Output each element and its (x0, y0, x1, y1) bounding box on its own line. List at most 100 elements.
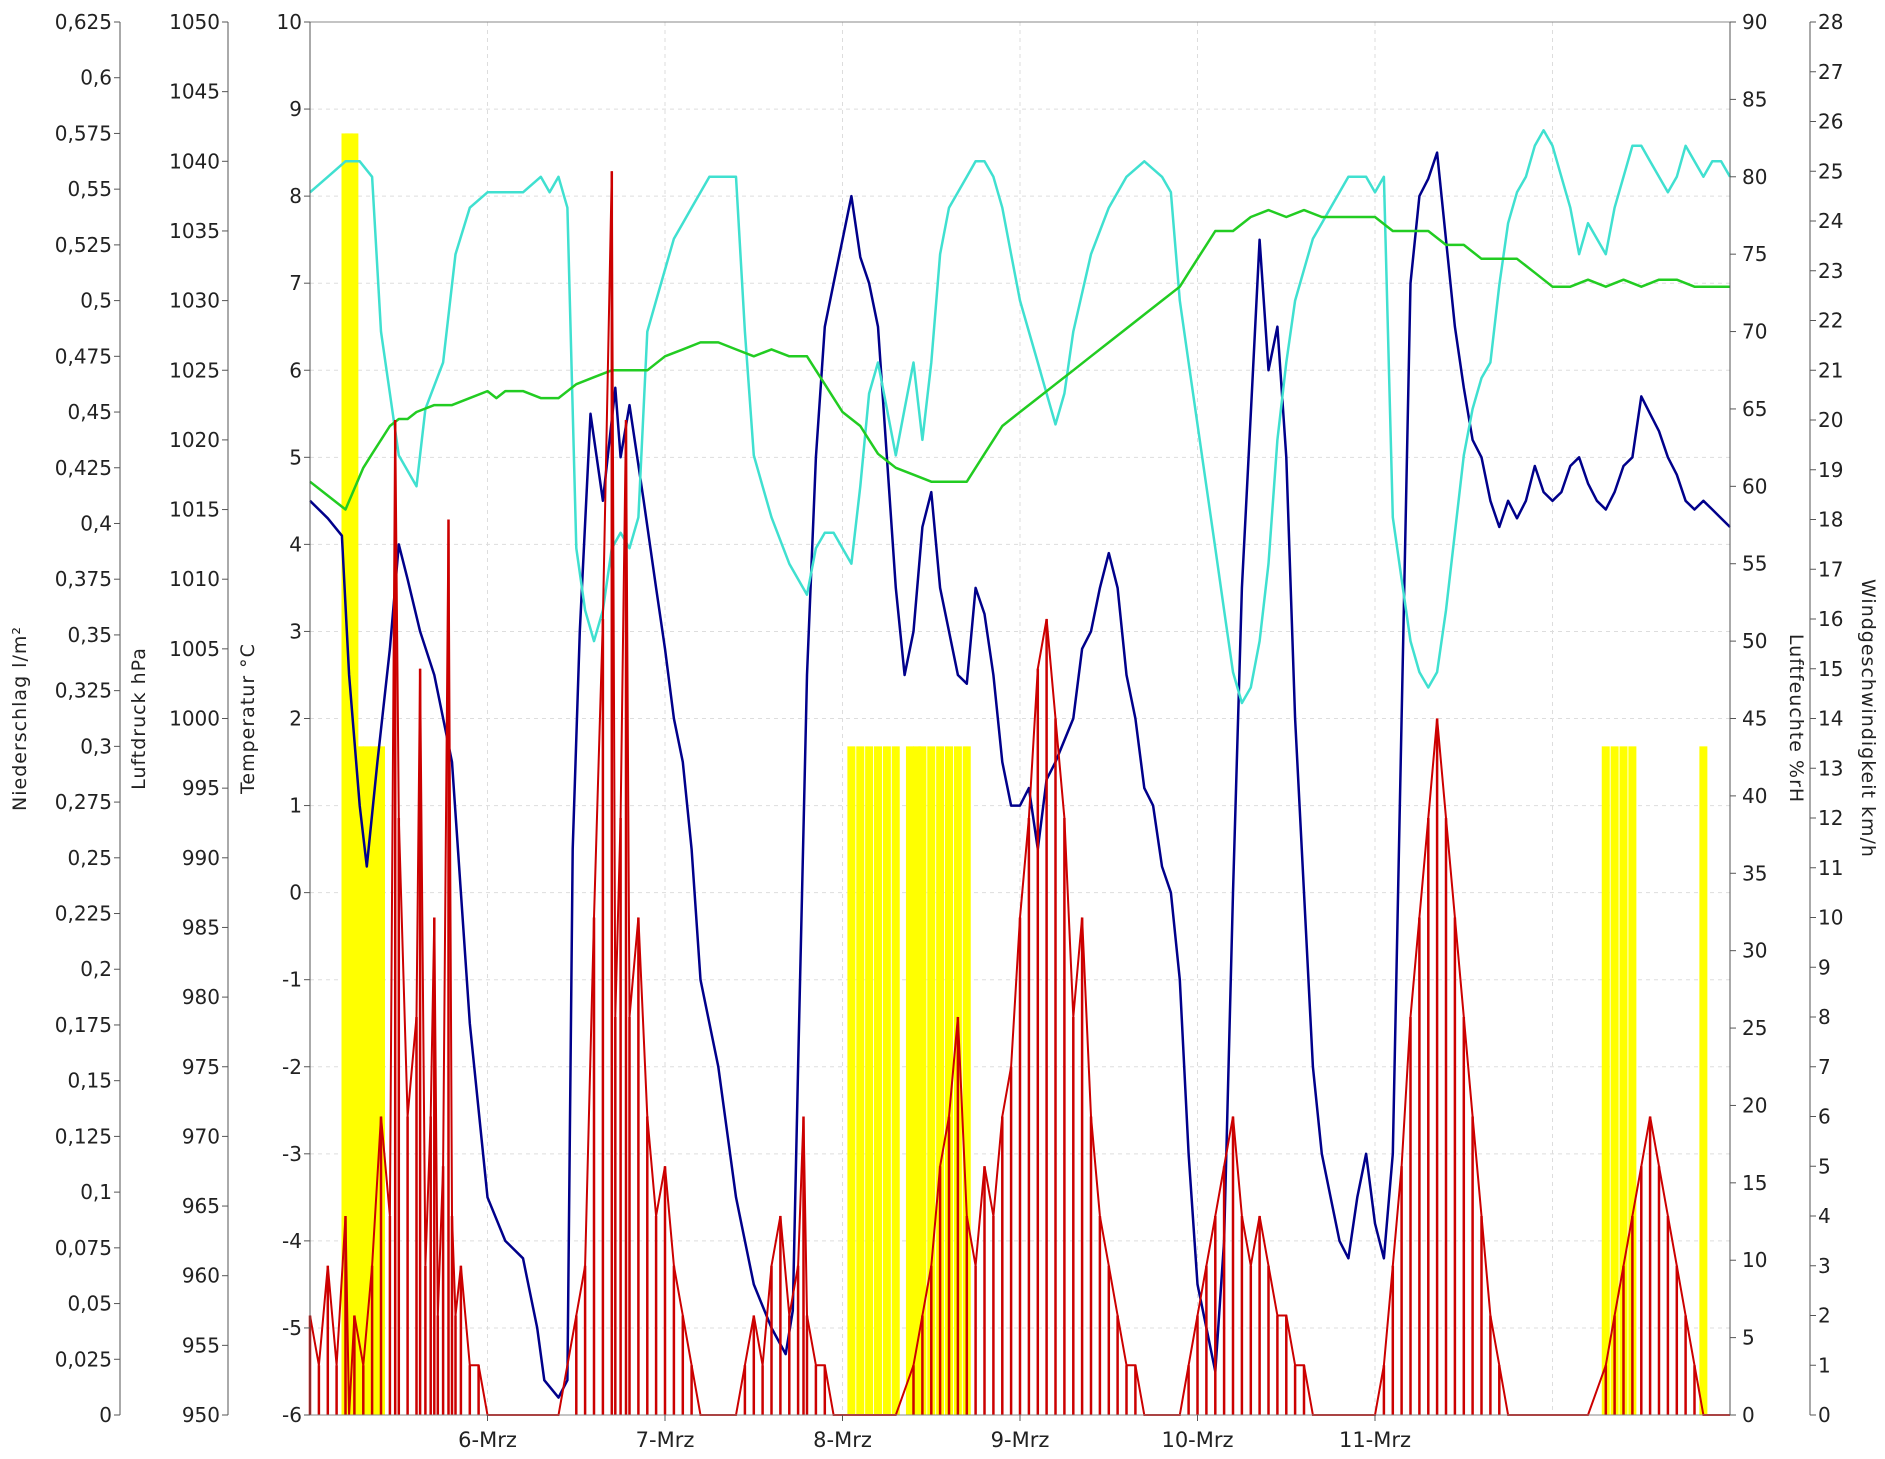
precip-bar (1699, 746, 1708, 1415)
precip-axis-tick-label: 0,025 (55, 1347, 112, 1371)
humidity-axis-tick-label: 45 (1742, 707, 1767, 731)
temp-axis-tick-label: -1 (282, 968, 302, 992)
pressure-line (309, 208, 1730, 511)
pressure-axis-tick-label: 1025 (169, 358, 220, 382)
grid-lines (310, 22, 1730, 1415)
precip-bar (865, 746, 874, 1415)
humidity-axis-tick-label: 75 (1742, 242, 1767, 266)
wind-axis-tick-label: 18 (1818, 508, 1843, 532)
precip-bar (927, 746, 936, 1415)
temp-axis-tick-label: 4 (289, 532, 302, 556)
temp-axis-tick-label: -4 (282, 1229, 302, 1253)
x-tick-label: 9-Mrz (991, 1428, 1050, 1452)
humidity-axis-tick-label: 10 (1742, 1248, 1767, 1272)
wind-axis-tick-label: 16 (1818, 607, 1843, 631)
precip-bar (945, 746, 953, 1415)
pressure-axis-tick-label: 1015 (169, 498, 220, 522)
pressure-axis-tick-label: 990 (182, 846, 220, 870)
temp-axis-tick-label: 2 (289, 707, 302, 731)
precip-axis-tick-label: 0,225 (55, 902, 112, 926)
precip-bar (350, 133, 359, 1416)
pressure-axis-tick-label: 1045 (169, 80, 220, 104)
humidity-axis-tick-label: 30 (1742, 939, 1767, 963)
temp-axis-tick-label: 3 (289, 619, 302, 643)
precip-bar (1610, 746, 1619, 1415)
precip-axis-tick-label: 0,1 (80, 1180, 112, 1204)
x-tick-label: 10-Mrz (1161, 1428, 1233, 1452)
pressure-axis-tick-label: 1040 (169, 149, 220, 173)
humidity-axis-tick-label: 85 (1742, 87, 1767, 111)
pressure-axis-tick-label: 1020 (169, 428, 220, 452)
pressure-axis-tick-label: 960 (182, 1264, 220, 1288)
wind-axis-tick-label: 22 (1818, 309, 1843, 333)
humidity-axis-title: Luftfeuchte %rH (1785, 634, 1807, 803)
wind-axis-tick-label: 8 (1818, 1005, 1831, 1029)
axes-layer: 0 0,025 0,05 0,075 0,1 0,125 0,15 0,175 0,2 0,225… (9, 10, 1879, 1452)
temp-axis-tick-label: 1 (289, 794, 302, 818)
precip-bar (362, 746, 371, 1415)
wind-axis-tick-label: 6 (1818, 1105, 1831, 1129)
x-tick-label: 8-Mrz (813, 1428, 872, 1452)
humidity-axis-tick-label: 50 (1742, 629, 1767, 653)
humidity-axis-tick-label: 65 (1742, 397, 1767, 421)
precip-bar (369, 746, 378, 1415)
pressure-axis-tick-label: 1050 (169, 10, 220, 34)
precip-axis-tick-label: 0,475 (55, 344, 112, 368)
humidity-axis-tick-label: 80 (1742, 165, 1767, 189)
precip-bar (918, 746, 927, 1415)
temp-axis-tick-label: 0 (289, 881, 302, 905)
humidity-axis-tick-label: 25 (1742, 1016, 1767, 1040)
precip-axis-tick-label: 0,25 (67, 846, 112, 870)
wind-axis-tick-label: 20 (1818, 408, 1843, 432)
precip-bar (891, 746, 900, 1415)
precip-axis-tick-label: 0,4 (80, 511, 112, 535)
wind-axis-tick-label: 14 (1818, 707, 1843, 731)
precip-axis-tick-label: 0,525 (55, 233, 112, 257)
precip-axis-tick-label: 0,3 (80, 734, 112, 758)
pressure-axis-tick-label: 980 (182, 985, 220, 1009)
humidity-axis-tick-label: 20 (1742, 1093, 1767, 1117)
wind-axis-tick-label: 21 (1818, 358, 1843, 382)
x-tick-label: 11-Mrz (1339, 1428, 1411, 1452)
precip-bar (377, 746, 385, 1415)
precip-bar (882, 746, 891, 1415)
wind-axis-tick-label: 17 (1818, 557, 1843, 581)
precip-axis-tick-label: 0,575 (55, 121, 112, 145)
pressure-axis-tick-label: 965 (182, 1194, 220, 1218)
pressure-axis-tick-label: 1000 (169, 707, 220, 731)
wind-axis-tick-label: 24 (1818, 209, 1843, 233)
wind-axis-tick-label: 27 (1818, 60, 1843, 84)
humidity-axis-tick-label: 15 (1742, 1171, 1767, 1195)
precip-bar (905, 746, 914, 1415)
x-tick-label: 7-Mrz (636, 1428, 695, 1452)
temp-axis-tick-label: 6 (289, 358, 302, 382)
wind-axis-title: Windgeschwindigkeit km/h (1857, 579, 1879, 858)
pressure-axis-tick-label: 1035 (169, 219, 220, 243)
temp-axis-tick-label: -6 (282, 1403, 302, 1427)
wind-axis-tick-label: 7 (1818, 1055, 1831, 1079)
precip-bar (1619, 746, 1628, 1415)
precip-bar (1628, 746, 1637, 1415)
temp-axis-tick-label: 7 (289, 271, 302, 295)
wind-axis-tick-label: 25 (1818, 159, 1843, 183)
wind-axis-tick-label: 19 (1818, 458, 1843, 482)
pressure-axis-tick-label: 950 (182, 1403, 220, 1427)
temp-axis-title: Temperatur °C (237, 643, 259, 795)
wind-axis-tick-label: 26 (1818, 110, 1843, 134)
humidity-axis-tick-label: 70 (1742, 320, 1767, 344)
pressure-axis-tick-label: 1005 (169, 637, 220, 661)
pressure-axis-tick-label: 955 (182, 1333, 220, 1357)
humidity-axis-tick-label: 35 (1742, 861, 1767, 885)
temp-axis-tick-label: 5 (289, 445, 302, 469)
precip-axis-tick-label: 0,125 (55, 1124, 112, 1148)
precip-bar (847, 746, 856, 1415)
temp-axis-tick-label: -3 (282, 1142, 302, 1166)
precip-bar (355, 746, 364, 1415)
precip-axis-tick-label: 0,6 (80, 66, 112, 90)
pressure-axis-tick-label: 1030 (169, 289, 220, 313)
pressure-axis-tick-label: 985 (182, 915, 220, 939)
precip-bar (962, 746, 971, 1415)
wind-axis-tick-label: 23 (1818, 259, 1843, 283)
pressure-axis-tick-label: 975 (182, 1055, 220, 1079)
